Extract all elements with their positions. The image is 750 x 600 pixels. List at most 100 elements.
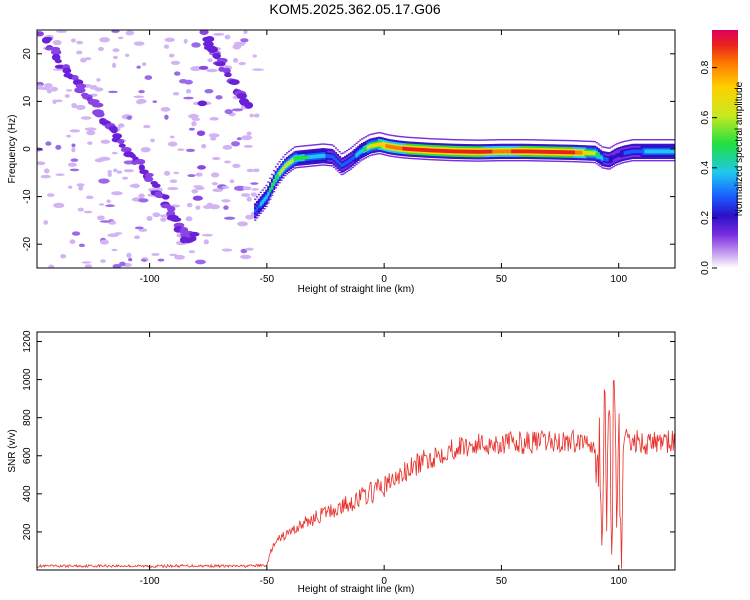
noise-blob [100, 239, 109, 245]
ridge-halo-bottom [445, 159, 448, 162]
ridge-halo-top [665, 139, 668, 141]
ridge-halo-top [366, 135, 369, 137]
ridge-cell [269, 188, 272, 192]
ridge-halo-bottom [316, 164, 319, 167]
ridge-halo-bottom [361, 159, 364, 161]
ridge-cell [280, 169, 283, 173]
ridge-cell [649, 149, 653, 154]
ridge-halo-top [329, 144, 332, 146]
noise-blob [69, 168, 80, 172]
ridge-halo-bottom [603, 167, 606, 169]
ridge-halo-bottom [321, 164, 324, 166]
ridge-halo-bottom [599, 165, 602, 168]
ridge-cell [642, 149, 645, 154]
ridge-cell [364, 146, 368, 151]
ridge-halo-bottom [479, 160, 482, 162]
ridge-halo-top [518, 139, 521, 141]
noise-blob [195, 186, 205, 191]
trace-blob [236, 93, 248, 100]
noise-blob [234, 41, 242, 45]
ridge-halo-bottom [486, 160, 490, 162]
ridge-halo-top [436, 138, 439, 140]
ridge-cell [357, 151, 360, 156]
ridge-cell [659, 149, 662, 154]
noise-blob [160, 217, 167, 222]
noise-blob [84, 57, 92, 61]
ridge-cell [323, 153, 326, 158]
noise-blob [84, 127, 97, 131]
noise-blob [206, 202, 214, 207]
ridge-halo-bottom [438, 159, 441, 161]
ridge-cell [520, 149, 523, 154]
ridge-cell [400, 146, 403, 151]
ridge-halo-top [509, 139, 512, 141]
ridge-cell [406, 147, 409, 151]
noise-blob [99, 220, 111, 223]
noise-blob [122, 176, 129, 180]
ridge-cell [362, 147, 366, 152]
ridge-halo-bottom [601, 167, 604, 169]
trace-blob [54, 59, 62, 64]
ridge-halo-bottom [394, 156, 398, 158]
ridge-halo-bottom [451, 159, 454, 162]
ridge-halo-bottom [514, 159, 518, 162]
noise-blob [240, 38, 249, 43]
ridge-halo-bottom [317, 164, 321, 167]
ridge-cell [447, 149, 450, 154]
ridge-halo-top [376, 132, 379, 134]
ridge-cell [366, 145, 370, 150]
noise-blob [78, 243, 85, 248]
noise-blob [207, 58, 213, 63]
ridge-cell [537, 149, 540, 154]
ridge-halo-top [415, 137, 418, 139]
ridge-halo-top [614, 143, 617, 146]
ridge-halo-bottom [257, 214, 261, 217]
noise-blob [191, 117, 201, 121]
ridge-cell [381, 143, 385, 147]
noise-blob [134, 226, 144, 230]
ridge-halo-bottom [588, 161, 591, 164]
noise-blob [244, 247, 254, 251]
ridge-cell [302, 155, 306, 160]
ridge-cell [638, 149, 642, 154]
ridge-cell [445, 149, 448, 153]
noise-blob [151, 252, 160, 256]
ridge-halo-top [287, 150, 291, 153]
noise-blob [204, 89, 214, 94]
ridge-halo-bottom [494, 160, 497, 162]
noise-blob [224, 109, 233, 115]
ridge-halo-bottom [546, 160, 550, 162]
noise-blob [232, 163, 241, 169]
trace-blob [94, 111, 105, 118]
spectrogram-x-tick-label: -50 [260, 274, 275, 285]
ridge-cell [300, 155, 304, 160]
noise-blob [118, 261, 126, 267]
ridge-halo-bottom [256, 217, 259, 219]
ridge-halo-bottom [548, 160, 551, 162]
noise-blob [112, 168, 118, 173]
ridge-halo-top [286, 152, 289, 154]
ridge-halo-top [321, 143, 324, 145]
ridge-halo-bottom [584, 161, 587, 163]
colorbar-gradient [712, 30, 738, 268]
ridge-cell [314, 154, 317, 159]
ridge-halo-bottom [289, 170, 292, 172]
ridge-halo-top [514, 139, 518, 141]
ridge-halo-bottom [344, 172, 347, 174]
ridge-halo-top [334, 147, 338, 149]
ridge-cell [282, 166, 285, 171]
ridge-halo-bottom [362, 158, 366, 160]
ridge-cell [254, 208, 257, 213]
ridge-halo-bottom [447, 159, 450, 162]
ridge-halo-top [402, 136, 405, 138]
noise-blob [136, 98, 147, 104]
ridge-cell [347, 159, 351, 163]
ridge-halo-top [659, 139, 662, 141]
ridge-cell [586, 151, 589, 155]
noise-blob [105, 204, 115, 208]
ridge-cell [411, 147, 415, 152]
ridge-cell [284, 164, 287, 169]
ridge-cell [332, 156, 336, 160]
ridge-halo-top [496, 139, 499, 141]
snr-y-tick-label: 400 [22, 485, 33, 502]
